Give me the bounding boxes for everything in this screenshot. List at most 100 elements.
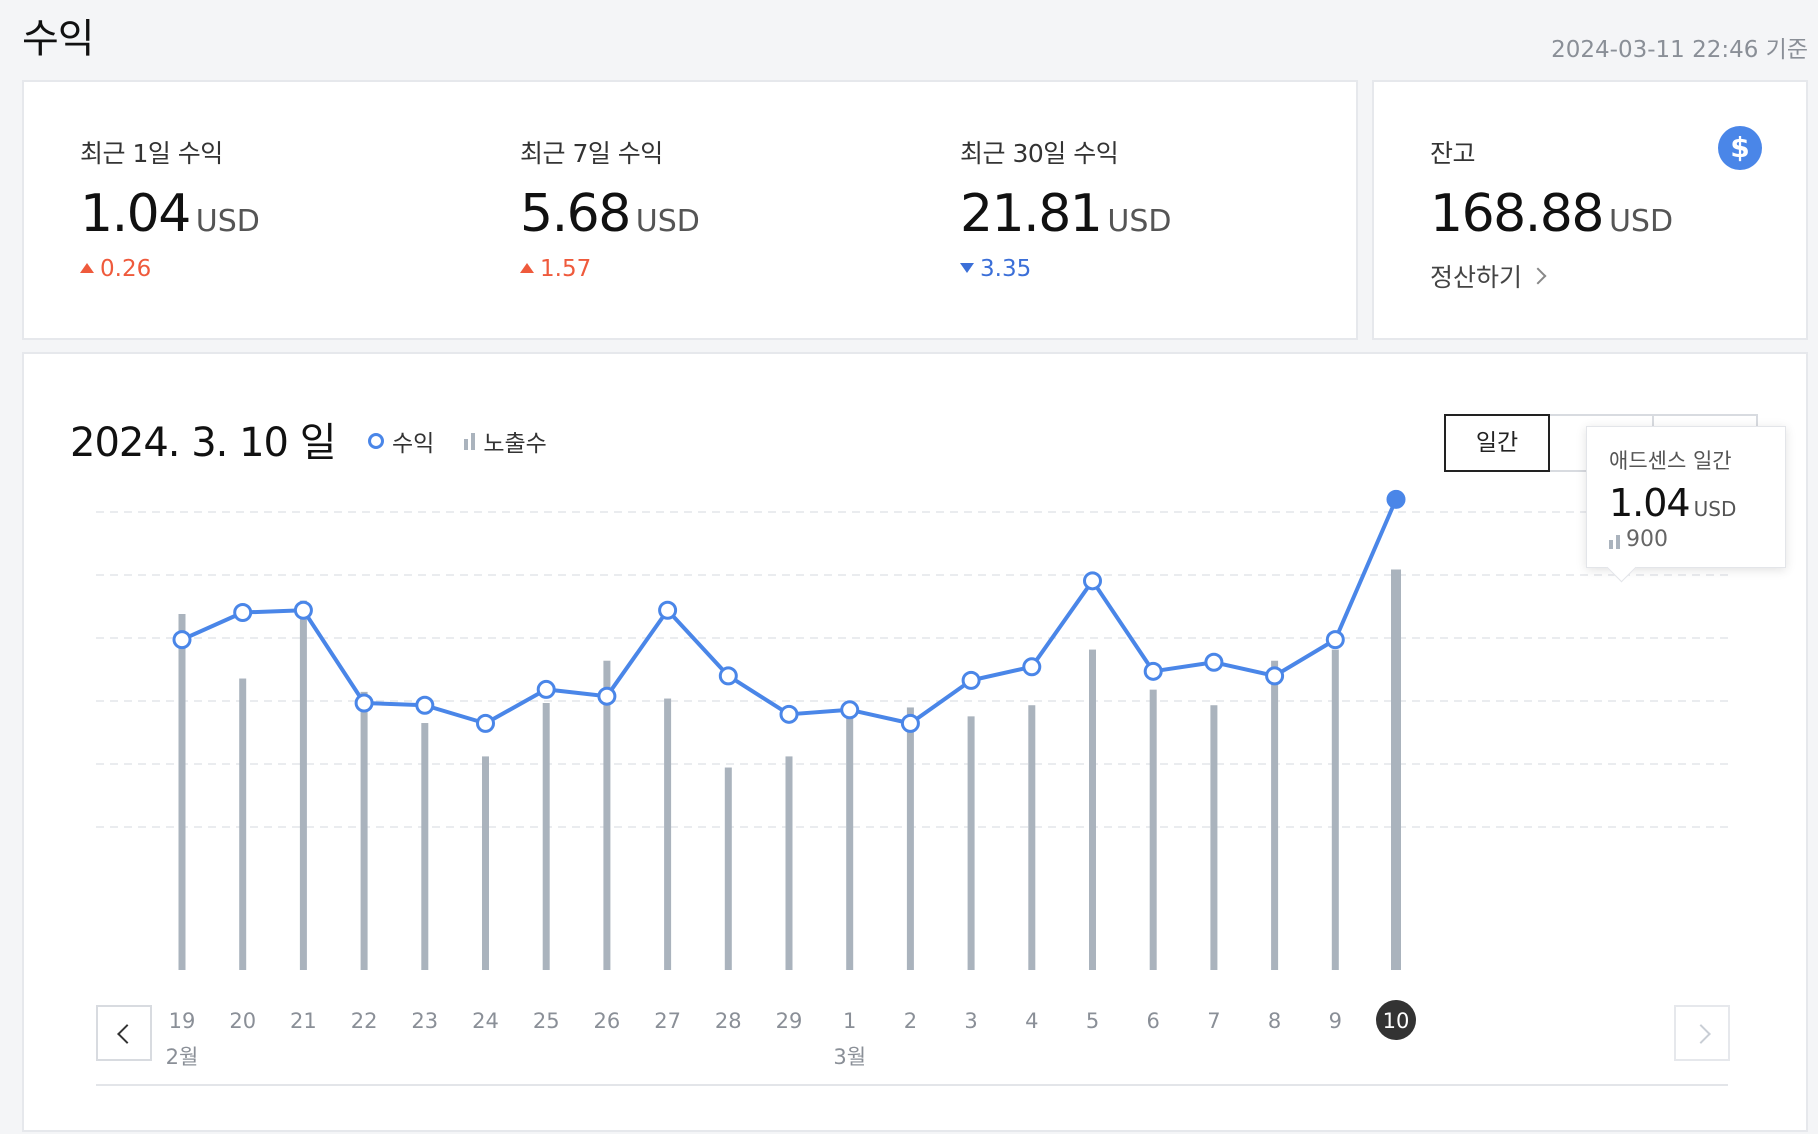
stat-delta-value: 3.35 (980, 256, 1032, 282)
chart-tooltip: 애드센스 일간 1.04 USD 900 (1586, 426, 1786, 568)
views-bar (1089, 649, 1096, 970)
revenue-point (840, 700, 860, 720)
balance: 잔고 168.88 USD 정산하기 (1430, 134, 1673, 294)
views-bar (724, 767, 732, 970)
revenue-point (658, 600, 678, 620)
revenue-point (900, 713, 920, 733)
views-bar (178, 614, 186, 970)
stat-value: 5.68 USD (520, 184, 700, 244)
balance-card: $ 잔고 168.88 USD 정산하기 (1372, 80, 1808, 340)
views-bar (846, 703, 854, 970)
chart-date: 2024. 3. 10 일 (70, 420, 337, 466)
x-tick-label: 24 (472, 1009, 499, 1033)
tooltip-views-value: 900 (1626, 527, 1668, 552)
x-tick-label: 27 (654, 1009, 681, 1033)
views-bar (1391, 569, 1401, 970)
revenue-point-selected (1386, 489, 1406, 509)
revenue-point (1325, 630, 1345, 650)
revenue-point (1022, 657, 1042, 677)
stat-30day: 최근 30일 수익 21.81 USD 3.35 (960, 134, 1171, 282)
revenue-point (1143, 661, 1163, 681)
x-tick-label: 25 (533, 1009, 560, 1033)
triangle-down-icon (960, 262, 974, 273)
stat-unit: USD (635, 204, 700, 239)
stat-label: 최근 1일 수익 (80, 139, 223, 168)
settle-link[interactable]: 정산하기 (1430, 258, 1547, 294)
x-tick-label: 19 (169, 1009, 196, 1033)
views-bar (1210, 705, 1218, 970)
stat-1day: 최근 1일 수익 1.04 USD 0.26 (80, 134, 260, 282)
views-bar (664, 698, 672, 970)
selected-day-badge (1376, 1000, 1416, 1040)
legend-views: 노출수 (464, 424, 547, 458)
balance-unit: USD (1608, 204, 1674, 239)
tooltip-value: 1.04 USD (1609, 481, 1763, 525)
stat-number: 5.68 (520, 184, 631, 244)
x-tick-label: 23 (411, 1009, 438, 1033)
triangle-up-icon (520, 262, 534, 273)
x-tick-label: 5 (1086, 1009, 1099, 1033)
x-tick-label: 22 (351, 1009, 378, 1033)
views-bar (299, 600, 307, 970)
legend-revenue-label: 수익 (392, 431, 435, 457)
x-tick-label: 21 (290, 1009, 317, 1033)
x-tick-label: 4 (1025, 1009, 1038, 1033)
tooltip-number: 1.04 (1609, 481, 1691, 525)
stat-label: 최근 30일 수익 (960, 139, 1119, 168)
balance-label: 잔고 (1430, 139, 1476, 168)
views-bar (785, 756, 793, 970)
prev-period-button[interactable] (96, 1005, 152, 1061)
x-tick-label: 7 (1207, 1009, 1220, 1033)
page-title: 수익 (22, 16, 95, 62)
revenue-line (181, 498, 1398, 726)
stat-number: 1.04 (80, 184, 191, 244)
views-bar (603, 660, 611, 970)
stat-label: 최근 7일 수익 (520, 139, 663, 168)
stat-delta-value: 0.26 (100, 256, 152, 282)
revenue-point (597, 686, 617, 706)
revenue-point (536, 679, 556, 699)
stat-delta-value: 1.57 (540, 256, 592, 282)
stat-number: 21.81 (960, 184, 1103, 244)
stat-delta: 1.57 (520, 256, 700, 282)
x-tick-label: 29 (776, 1009, 803, 1033)
month-label: 3월 (833, 1045, 866, 1069)
tooltip-title: 애드센스 일간 (1609, 449, 1732, 473)
revenue-point (779, 704, 799, 724)
x-tick-label: 6 (1147, 1009, 1160, 1033)
stat-value: 21.81 USD (960, 184, 1171, 244)
revenue-point (476, 713, 495, 733)
next-period-button[interactable] (1674, 1005, 1730, 1061)
views-bar (239, 678, 247, 970)
chevron-right-icon (1691, 1024, 1711, 1044)
stat-7day: 최근 7일 수익 5.68 USD 1.57 (520, 134, 700, 282)
stat-delta: 0.26 (80, 256, 260, 282)
views-bar (967, 716, 975, 970)
revenue-point (172, 630, 192, 650)
revenue-point (1265, 666, 1285, 686)
revenue-point (1204, 652, 1224, 672)
dollar-icon: $ (1718, 126, 1762, 170)
legend-views-label: 노출수 (483, 431, 547, 457)
revenue-point (233, 602, 253, 622)
x-tick-label: 3 (964, 1009, 977, 1033)
views-bar (1271, 660, 1279, 970)
triangle-up-icon (80, 262, 94, 273)
revenue-point (354, 693, 374, 713)
chevron-right-icon (1529, 267, 1547, 285)
settle-label: 정산하기 (1430, 263, 1523, 292)
x-tick-label: 2 (904, 1009, 917, 1033)
tab-daily[interactable]: 일간 (1444, 414, 1550, 472)
x-tick-label: 8 (1268, 1009, 1281, 1033)
revenue-point (415, 695, 435, 715)
x-tick-label: 28 (715, 1009, 742, 1033)
x-tick-label: 20 (229, 1009, 256, 1033)
legend-revenue: 수익 (368, 424, 434, 458)
x-tick-label: 10 (1383, 1009, 1410, 1033)
x-tick-label: 26 (594, 1009, 621, 1033)
bar-chart-icon (464, 432, 476, 450)
views-bar (360, 691, 368, 970)
revenue-point (1083, 571, 1102, 591)
x-tick-label: 1 (843, 1009, 856, 1033)
views-bar (906, 707, 914, 970)
